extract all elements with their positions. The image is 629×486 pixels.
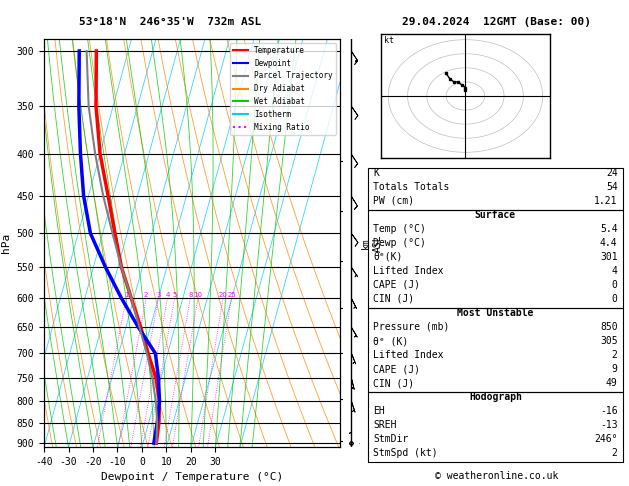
X-axis label: Dewpoint / Temperature (°C): Dewpoint / Temperature (°C) xyxy=(101,472,283,483)
Text: 20: 20 xyxy=(219,293,228,298)
Text: StmSpd (kt): StmSpd (kt) xyxy=(373,448,438,458)
Text: 9: 9 xyxy=(612,364,618,374)
Text: 850: 850 xyxy=(600,322,618,332)
Text: kt: kt xyxy=(384,36,394,46)
Text: 305: 305 xyxy=(600,336,618,346)
Text: CIN (J): CIN (J) xyxy=(373,378,414,388)
Text: -16: -16 xyxy=(600,406,618,416)
Text: PW (cm): PW (cm) xyxy=(373,196,414,206)
Text: 24: 24 xyxy=(606,168,618,178)
Text: 5: 5 xyxy=(172,293,177,298)
Text: 10: 10 xyxy=(194,293,203,298)
Text: -13: -13 xyxy=(600,420,618,430)
Text: K: K xyxy=(373,168,379,178)
Text: © weatheronline.co.uk: © weatheronline.co.uk xyxy=(435,471,559,481)
Text: 29.04.2024  12GMT (Base: 00): 29.04.2024 12GMT (Base: 00) xyxy=(403,17,591,27)
Text: 1.21: 1.21 xyxy=(594,196,618,206)
Text: EH: EH xyxy=(373,406,385,416)
Text: θᵉ (K): θᵉ (K) xyxy=(373,336,408,346)
Text: Surface: Surface xyxy=(475,210,516,220)
Y-axis label: hPa: hPa xyxy=(1,233,11,253)
Text: Pressure (mb): Pressure (mb) xyxy=(373,322,450,332)
Text: 2: 2 xyxy=(612,350,618,360)
Bar xyxy=(368,168,623,210)
Text: 25: 25 xyxy=(227,293,236,298)
Text: SREH: SREH xyxy=(373,420,396,430)
Text: Hodograph: Hodograph xyxy=(469,392,522,402)
Text: 301: 301 xyxy=(600,252,618,262)
Text: 4: 4 xyxy=(165,293,170,298)
Legend: Temperature, Dewpoint, Parcel Trajectory, Dry Adiabat, Wet Adiabat, Isotherm, Mi: Temperature, Dewpoint, Parcel Trajectory… xyxy=(230,43,336,135)
Text: 0: 0 xyxy=(612,294,618,304)
Text: Lifted Index: Lifted Index xyxy=(373,350,443,360)
Text: 4: 4 xyxy=(612,266,618,276)
Text: 2: 2 xyxy=(144,293,148,298)
Bar xyxy=(368,210,623,308)
Text: Most Unstable: Most Unstable xyxy=(457,308,533,318)
Text: LCL: LCL xyxy=(345,437,360,446)
Text: CIN (J): CIN (J) xyxy=(373,294,414,304)
Text: CAPE (J): CAPE (J) xyxy=(373,280,420,290)
Text: 54: 54 xyxy=(606,182,618,191)
Text: 3: 3 xyxy=(156,293,160,298)
Text: 49: 49 xyxy=(606,378,618,388)
Text: 5.4: 5.4 xyxy=(600,224,618,234)
Text: 8: 8 xyxy=(188,293,192,298)
Y-axis label: km
ASL: km ASL xyxy=(361,234,382,252)
Bar xyxy=(368,308,623,392)
Text: Totals Totals: Totals Totals xyxy=(373,182,450,191)
Text: Dewp (°C): Dewp (°C) xyxy=(373,238,426,248)
Text: 53°18'N  246°35'W  732m ASL: 53°18'N 246°35'W 732m ASL xyxy=(79,17,261,27)
Text: StmDir: StmDir xyxy=(373,434,408,444)
Text: 0: 0 xyxy=(612,280,618,290)
Text: 4.4: 4.4 xyxy=(600,238,618,248)
Text: 246°: 246° xyxy=(594,434,618,444)
Bar xyxy=(368,392,623,462)
Text: 1: 1 xyxy=(124,293,128,298)
Text: Temp (°C): Temp (°C) xyxy=(373,224,426,234)
Text: CAPE (J): CAPE (J) xyxy=(373,364,420,374)
Text: Lifted Index: Lifted Index xyxy=(373,266,443,276)
Text: θᵉ(K): θᵉ(K) xyxy=(373,252,403,262)
Text: 2: 2 xyxy=(612,448,618,458)
